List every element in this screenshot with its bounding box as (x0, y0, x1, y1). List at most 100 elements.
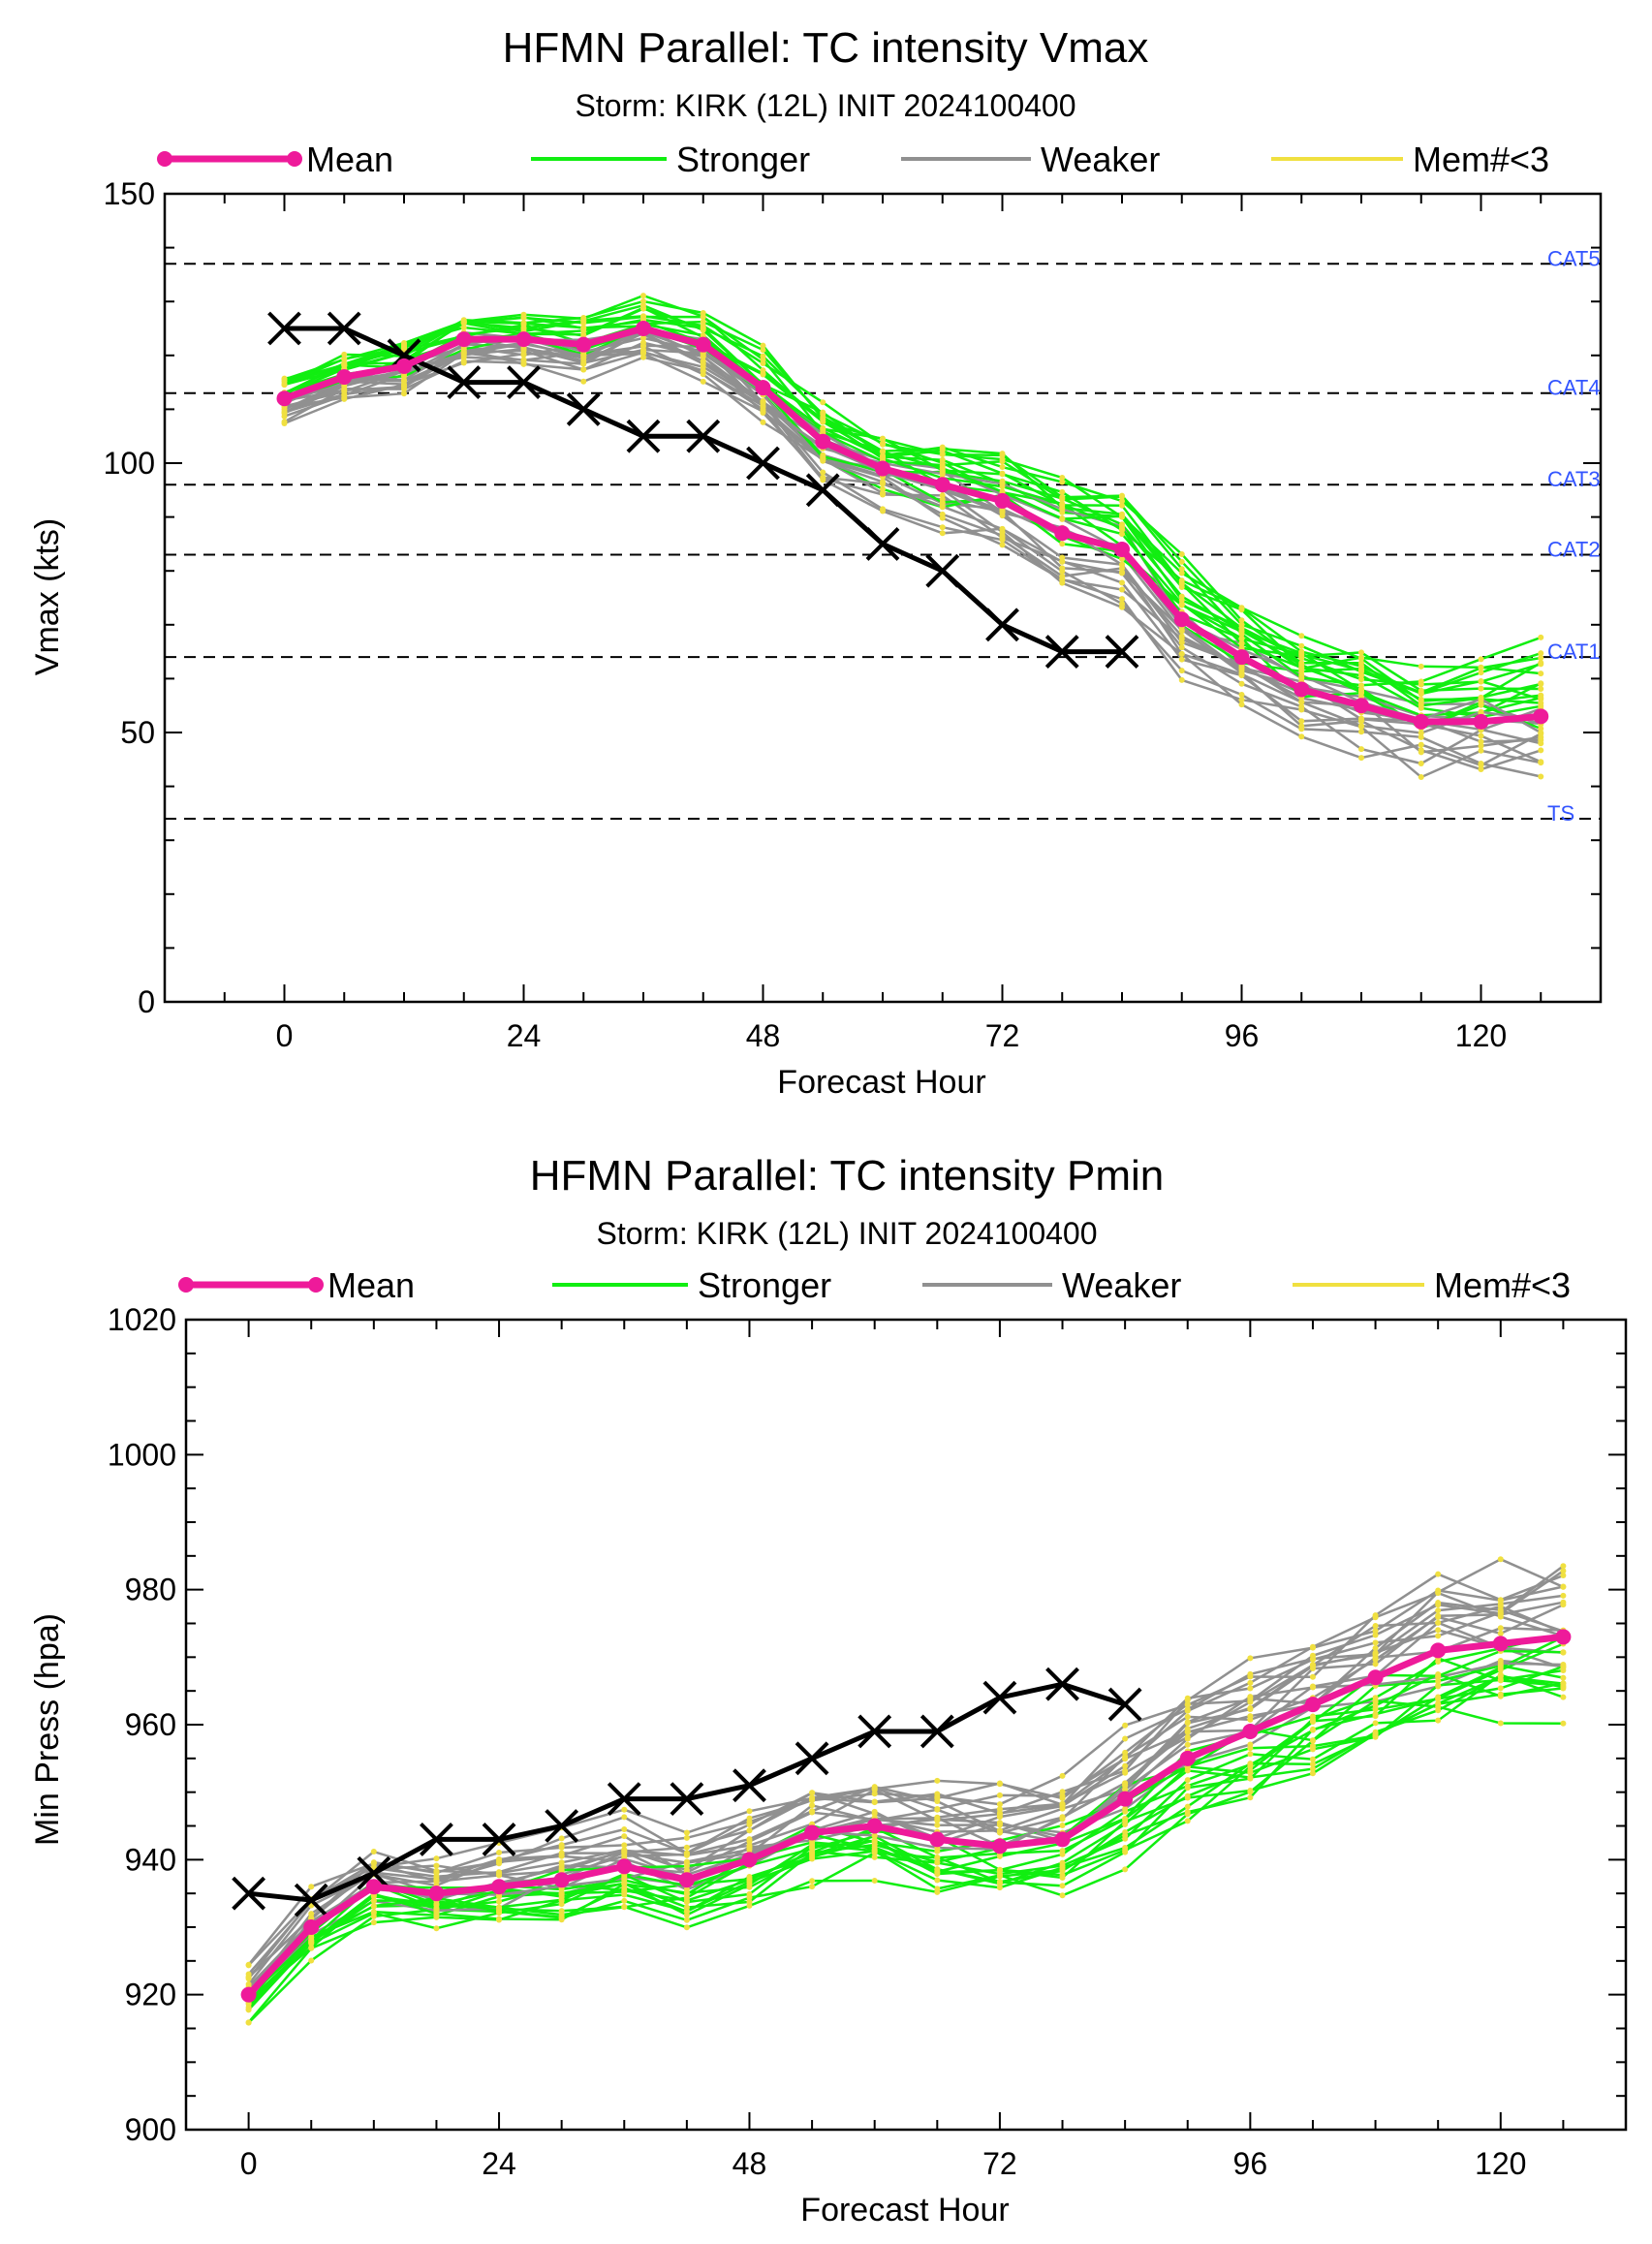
y-tick-label: 100 (104, 446, 155, 481)
y-tick-label: 940 (125, 1842, 176, 1877)
member-point (1309, 1644, 1316, 1651)
mean-point (1294, 681, 1310, 698)
y-tick-label: 0 (138, 984, 155, 1019)
legend-mean-dot (287, 151, 302, 167)
weaker-member-line (284, 350, 1542, 778)
x-tick-label: 24 (482, 2146, 516, 2181)
member-point (820, 474, 826, 481)
member-point (341, 387, 348, 393)
mean-point (616, 1858, 633, 1875)
member-point (934, 1805, 941, 1812)
pmin-legend-mean: Mean (178, 1265, 415, 1305)
member-point (1372, 1720, 1379, 1727)
category-ref-label: CAT4 (1547, 376, 1601, 400)
member-point (1059, 496, 1066, 503)
member-point (1309, 1737, 1316, 1744)
observed-marker (920, 1714, 954, 1749)
member-point (1309, 1684, 1316, 1691)
mean-point (1117, 1791, 1134, 1807)
member-point (1358, 689, 1364, 696)
member-point (820, 416, 826, 422)
member-point (1247, 1694, 1254, 1700)
member-point (1478, 670, 1484, 676)
member-point (1238, 701, 1245, 708)
member-point (1238, 680, 1245, 687)
x-tick-label: 0 (276, 1018, 294, 1053)
member-point (1538, 634, 1544, 640)
member-point (1247, 1788, 1254, 1794)
member-point (1309, 1761, 1316, 1767)
y-tick-label: 50 (120, 715, 155, 750)
observed-marker (267, 311, 301, 346)
member-point (621, 1806, 628, 1813)
vmax-legend-mean: Mean (157, 140, 393, 179)
mean-point (276, 390, 293, 407)
member-point (433, 1901, 440, 1908)
member-point (1435, 1633, 1442, 1639)
member-point (939, 456, 946, 463)
mean-point (929, 1831, 946, 1848)
member-point (1560, 1680, 1567, 1687)
observed-marker (925, 553, 960, 588)
member-point (1122, 1767, 1129, 1774)
member-point (1497, 1660, 1504, 1667)
member-point (1372, 1628, 1379, 1635)
member-point (1178, 602, 1185, 608)
member-point (1435, 1607, 1442, 1614)
member-point (401, 377, 407, 384)
member-point (809, 1884, 816, 1890)
member-point (809, 1854, 816, 1860)
mean-point (553, 1872, 570, 1888)
member-point (1372, 1713, 1379, 1720)
member-point (1309, 1666, 1316, 1672)
observed-marker (294, 1883, 328, 1917)
member-point (1122, 1835, 1129, 1842)
member-point (621, 1833, 628, 1840)
member-point (1435, 1707, 1442, 1714)
mean-point (1114, 541, 1130, 557)
member-point (1435, 1587, 1442, 1594)
stronger-member-line (284, 299, 1542, 702)
plot-frame (184, 1318, 1628, 2132)
legend-weaker-label: Weaker (1041, 140, 1160, 179)
member-point (1059, 1867, 1066, 1874)
member-point (1497, 1630, 1504, 1636)
member-point (1309, 1713, 1316, 1720)
member-point (1418, 747, 1424, 754)
legend-memlt3-label: Mem#<3 (1434, 1265, 1571, 1305)
member-point (939, 499, 946, 506)
member-point (1497, 1556, 1504, 1563)
legend-stronger-label: Stronger (698, 1265, 831, 1305)
member-point (1478, 677, 1484, 684)
member-point (1538, 696, 1544, 702)
member-point (1497, 1597, 1504, 1604)
member-point (999, 510, 1006, 516)
member-point (1560, 1694, 1567, 1700)
member-point (760, 370, 766, 377)
member-point (1298, 674, 1305, 681)
member-point (999, 532, 1006, 539)
member-point (1358, 746, 1364, 753)
x-tick-label: 24 (507, 1018, 542, 1053)
member-point (1497, 1671, 1504, 1678)
observed-marker (857, 1714, 892, 1749)
weaker-member-line (247, 1573, 1564, 1979)
stronger-member-line (247, 1649, 1564, 2002)
member-point (558, 1867, 565, 1874)
stronger-member-line (284, 318, 1542, 701)
member-point (308, 1940, 315, 1947)
member-point (820, 469, 826, 476)
member-point (1560, 1563, 1567, 1570)
member-point (1122, 1735, 1129, 1742)
member-point (934, 1868, 941, 1875)
member-point (1497, 1664, 1504, 1670)
member-point (1247, 1655, 1254, 1662)
member-point (1538, 681, 1544, 688)
member-point (820, 409, 826, 416)
member-point (1418, 733, 1424, 740)
member-point (1059, 568, 1066, 575)
member-point (1122, 1866, 1129, 1873)
y-tick-label: 1020 (108, 1302, 176, 1337)
stronger-member-line (284, 303, 1542, 707)
stronger-member-line (247, 1642, 1564, 1997)
